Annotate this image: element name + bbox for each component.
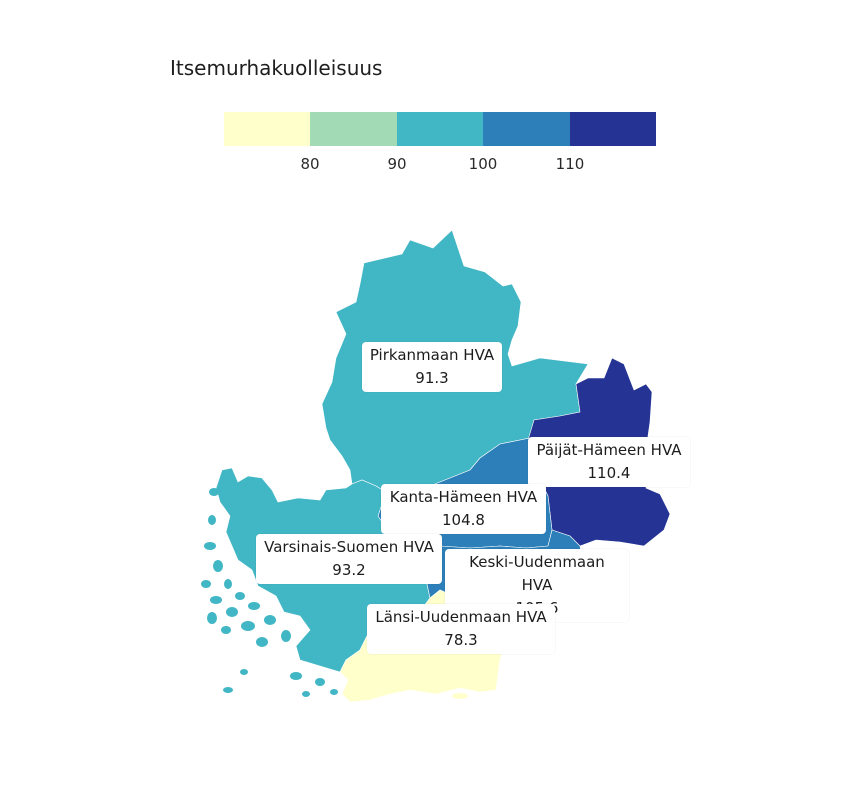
region-value: 104.8 <box>442 511 485 529</box>
color-legend <box>224 112 657 146</box>
island <box>221 626 231 634</box>
island <box>315 678 325 686</box>
region-label-varsinais-suomi: Varsinais-Suomen HVA 93.2 <box>256 534 442 584</box>
island <box>208 515 216 525</box>
island <box>213 560 223 572</box>
island <box>201 580 211 588</box>
island <box>210 596 222 604</box>
island <box>290 672 302 680</box>
region-value: 91.3 <box>415 369 449 387</box>
region-name: Keski-Uudenmaan HVA <box>469 553 605 594</box>
legend-tick: 110 <box>555 155 585 173</box>
island <box>302 691 310 697</box>
legend-tick: 80 <box>300 155 320 173</box>
region-value: 78.3 <box>444 631 478 649</box>
region-name: Pirkanmaan HVA <box>369 346 495 364</box>
island <box>224 579 232 589</box>
island <box>248 602 260 610</box>
legend-title: Itsemurhakuolleisuus <box>170 56 383 80</box>
island <box>330 689 338 695</box>
island <box>240 669 248 675</box>
island <box>207 612 217 624</box>
region-name: Länsi-Uudenmaan HVA <box>375 608 547 626</box>
legend-tick: 90 <box>387 155 407 173</box>
region-name: Päijät-Hämeen HVA <box>536 441 682 459</box>
legend-tick: 100 <box>468 155 498 173</box>
legend-ticks: 80 90 100 110 <box>224 155 656 175</box>
region-label-kanta-hame: Kanta-Hämeen HVA 104.8 <box>381 484 546 534</box>
island <box>209 488 219 496</box>
legend-swatch-2 <box>310 112 397 146</box>
island <box>223 687 233 693</box>
region-value: 93.2 <box>332 561 366 579</box>
island <box>281 630 291 642</box>
island <box>235 592 245 600</box>
island <box>256 637 268 647</box>
legend-swatch-1 <box>224 112 311 146</box>
legend-swatch-5 <box>569 112 657 146</box>
legend-swatch-3 <box>396 112 484 146</box>
island <box>264 615 276 625</box>
island <box>241 621 255 631</box>
region-label-paijat-hame: Päijät-Hämeen HVA 110.4 <box>528 437 690 487</box>
region-value: 110.4 <box>587 464 631 482</box>
legend-swatch-4 <box>483 112 570 146</box>
region-label-lansi-uusimaa: Länsi-Uudenmaan HVA 78.3 <box>367 604 555 654</box>
island <box>204 542 216 550</box>
island <box>452 693 468 699</box>
archipelago-islands <box>201 488 338 697</box>
region-label-pirkanmaa: Pirkanmaan HVA 91.3 <box>362 342 502 392</box>
region-name: Varsinais-Suomen HVA <box>264 538 434 556</box>
island <box>226 607 238 617</box>
region-name: Kanta-Hämeen HVA <box>389 488 538 506</box>
